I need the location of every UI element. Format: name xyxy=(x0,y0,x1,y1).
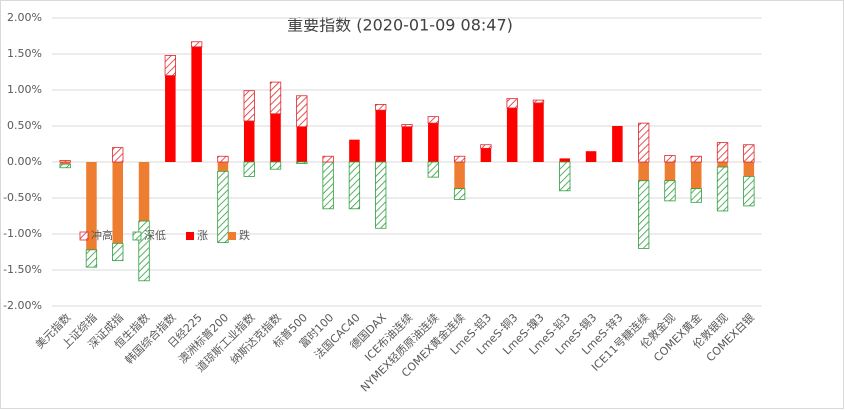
bar-segment xyxy=(716,142,729,163)
bar-segment xyxy=(375,110,386,162)
bar-segment xyxy=(559,158,571,162)
bar-segment xyxy=(138,220,150,282)
bar-segment xyxy=(165,75,176,162)
chart-title: 重要指数 (2020-01-09 08:47) xyxy=(287,16,513,35)
legend-swatch xyxy=(132,231,142,241)
bar-segment xyxy=(585,151,597,162)
bar-segment xyxy=(296,126,308,162)
bar-segment xyxy=(690,155,702,163)
y-tick-label: -0.50% xyxy=(3,191,42,204)
bar-segment xyxy=(743,144,755,163)
legend-swatch xyxy=(228,232,236,240)
bar-segment xyxy=(638,122,650,163)
bar-segment xyxy=(717,162,728,168)
bar-segment xyxy=(533,102,544,162)
bar-segment xyxy=(217,162,229,172)
bar-segment xyxy=(190,41,203,48)
bar-segment xyxy=(401,124,413,128)
bar-segment xyxy=(375,161,387,229)
legend-label: 跌 xyxy=(239,228,250,242)
bar-segment xyxy=(349,139,360,162)
bar-segment xyxy=(191,46,202,162)
bar-segment xyxy=(243,161,255,177)
bar-segment xyxy=(112,147,124,163)
y-tick-label: -2.00% xyxy=(3,299,42,312)
bar-segment xyxy=(112,242,124,262)
bar-segment xyxy=(743,175,755,207)
bar-segment xyxy=(269,81,282,115)
bar-segment xyxy=(296,161,308,164)
bar-segment xyxy=(532,99,545,104)
bar-segment xyxy=(296,95,308,128)
bar-segment xyxy=(217,155,229,163)
bar-segment xyxy=(453,155,466,163)
bar-segment xyxy=(427,161,439,178)
y-tick-label: 2.00% xyxy=(7,11,42,24)
bar-segment xyxy=(86,162,97,250)
bar-segment xyxy=(664,180,676,202)
y-tick-label: -1.50% xyxy=(3,263,42,276)
bar-segment xyxy=(427,116,439,124)
bar-segment xyxy=(480,148,492,162)
legend-swatch xyxy=(186,232,194,240)
bar-segment xyxy=(506,98,518,109)
bar-segment xyxy=(480,144,492,149)
y-tick-label: 0.50% xyxy=(7,119,42,132)
y-tick-label: 1.50% xyxy=(7,47,42,60)
bar-segment xyxy=(375,104,387,111)
bar-segment xyxy=(269,161,282,170)
bar-segment xyxy=(112,162,123,244)
bar-segment xyxy=(506,108,518,162)
bar-segment xyxy=(664,155,676,163)
bar-segment xyxy=(428,123,439,162)
bar-segment xyxy=(59,162,71,165)
bar-segment xyxy=(164,55,176,76)
bar-segment xyxy=(716,166,729,212)
bar-segment xyxy=(559,161,571,192)
bar-segment xyxy=(638,162,649,181)
bar-segment xyxy=(453,188,466,200)
bar-segment xyxy=(638,180,650,249)
y-tick-label: 1.00% xyxy=(7,83,42,96)
legend-label: 深低 xyxy=(144,229,166,242)
y-tick-label: -1.00% xyxy=(3,227,42,240)
bar-segment xyxy=(664,162,676,181)
bar-segment xyxy=(243,90,255,122)
bar-segment xyxy=(138,162,150,222)
bar-segment xyxy=(691,162,702,189)
bar-segment xyxy=(270,113,281,162)
y-tick-label: 0.00% xyxy=(7,155,42,168)
bar-segment xyxy=(59,163,71,169)
legend-label: 冲高 xyxy=(91,228,113,242)
bar-segment xyxy=(59,160,71,163)
bar-segment xyxy=(612,126,623,162)
bar-segment xyxy=(322,161,334,210)
bar-segment xyxy=(454,162,465,189)
bar-segment xyxy=(322,155,334,163)
bar-segment xyxy=(401,126,413,162)
legend-label: 涨 xyxy=(197,229,208,242)
bar-segment xyxy=(690,188,702,203)
bar-segment xyxy=(85,249,98,268)
bar-segment xyxy=(217,170,229,244)
bar-segment xyxy=(743,162,755,177)
bar-segment xyxy=(243,120,255,162)
bar-segment xyxy=(348,161,361,210)
legend-swatch xyxy=(79,231,89,241)
